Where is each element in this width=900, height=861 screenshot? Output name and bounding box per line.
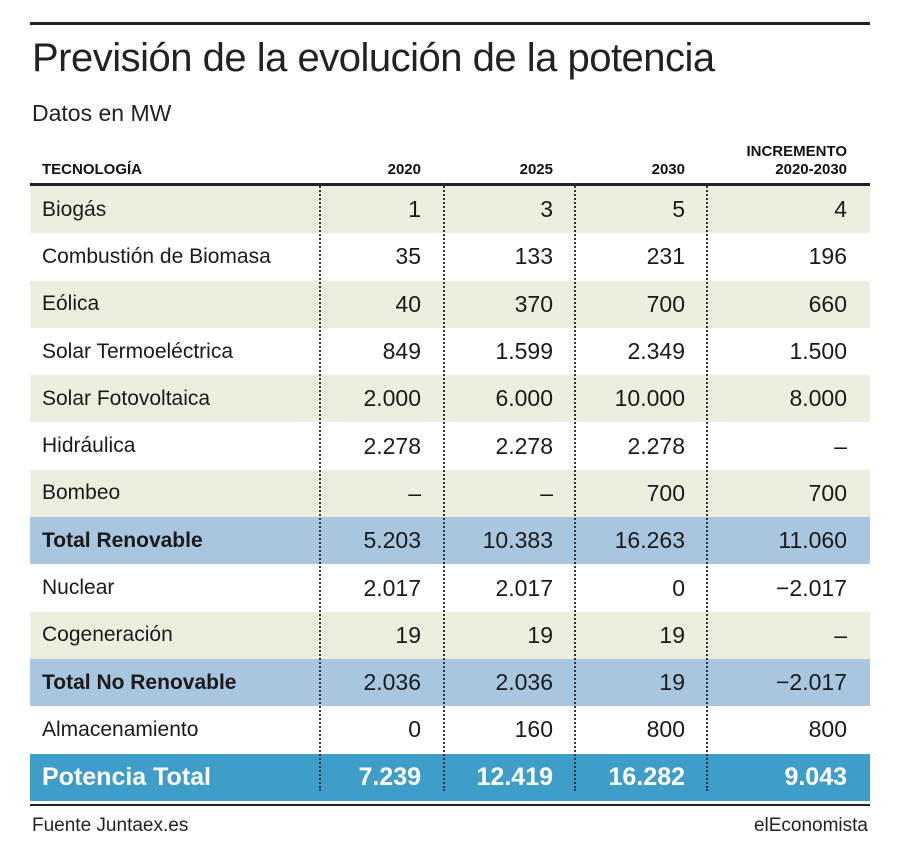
row-technology: Almacenamiento: [42, 717, 199, 741]
table-row: Biogás 1 3 5 4: [30, 186, 870, 234]
cell-2030: 5: [672, 196, 685, 223]
cell-increment: −2.017: [776, 574, 847, 601]
cell-2025: 10.383: [482, 527, 553, 554]
header-2020: 2020: [387, 161, 421, 178]
table-row: Nuclear 2.017 2.017 0 −2.017: [30, 564, 870, 612]
cell-2030: 19: [659, 669, 685, 696]
cell-2030: 231: [646, 243, 685, 270]
row-technology: Solar Termoeléctrica: [42, 339, 234, 363]
top-rule: [30, 22, 870, 25]
data-table: TECNOLOGÍA 2020 2025 2030 INCREMENTO 202…: [30, 135, 870, 801]
cell-2020: 849: [382, 338, 421, 365]
cell-2030: 10.000: [614, 385, 685, 412]
header-technology: TECNOLOGÍA: [42, 161, 142, 178]
cell-increment: 800: [808, 716, 847, 743]
table-row: Cogeneración 19 19 19 –: [30, 611, 870, 659]
cell-2025: 2.036: [495, 669, 553, 696]
cell-2020: 2.017: [363, 574, 421, 601]
table-row: Solar Fotovoltaica 2.000 6.000 10.000 8.000: [30, 375, 870, 423]
column-divider: [574, 183, 576, 791]
row-technology: Eólica: [42, 292, 100, 316]
cell-increment: 196: [808, 243, 847, 270]
cell-2030: 16.263: [614, 527, 685, 554]
cell-increment: 660: [808, 290, 847, 317]
page-subtitle: Datos en MW: [32, 100, 172, 126]
cell-2030: 19: [659, 621, 685, 648]
table-body: Biogás 1 3 5 4 Combustión de Biomasa 35 133 231 1…: [30, 186, 870, 801]
cell-2020: 35: [395, 243, 421, 270]
cell-2025: 12.419: [476, 762, 553, 791]
row-technology: Total Renovable: [42, 528, 203, 552]
cell-2020: 19: [395, 621, 421, 648]
row-technology: Total No Renovable: [42, 670, 237, 694]
cell-2030: 0: [672, 574, 685, 601]
cell-increment: 11.060: [778, 527, 847, 554]
column-divider: [319, 183, 321, 791]
table-row: Potencia Total 7.239 12.419 16.282 9.043: [30, 753, 870, 801]
cell-2025: 2.278: [495, 432, 553, 459]
page-title: Previsión de la evolución de la potencia: [32, 36, 715, 80]
cell-2030: 800: [646, 716, 685, 743]
cell-2020: 40: [395, 290, 421, 317]
cell-2020: 5.203: [363, 527, 421, 554]
table-row: Combustión de Biomasa 35 133 231 196: [30, 233, 870, 281]
cell-increment: 1.500: [789, 338, 847, 365]
cell-increment: –: [834, 432, 847, 459]
cell-increment: 4: [834, 196, 847, 223]
table-row: Total No Renovable 2.036 2.036 19 −2.017: [30, 658, 870, 707]
cell-2020: 0: [408, 716, 421, 743]
header-2030: 2030: [651, 161, 685, 178]
cell-2025: 3: [540, 196, 553, 223]
cell-2030: 700: [646, 479, 685, 506]
row-technology: Potencia Total: [42, 762, 212, 791]
header-2025: 2025: [519, 161, 553, 178]
cell-increment: −2.017: [776, 669, 847, 696]
cell-2025: 2.017: [495, 574, 553, 601]
row-technology: Cogeneración: [42, 623, 173, 647]
column-divider: [443, 183, 445, 791]
row-technology: Nuclear: [42, 576, 115, 600]
table-row: Solar Termoeléctrica 849 1.599 2.349 1.500: [30, 327, 870, 376]
table-row: Total Renovable 5.203 10.383 16.263 11.060: [30, 517, 870, 565]
cell-2020: 7.239: [358, 762, 421, 791]
table-row: Almacenamiento 0 160 800 800: [30, 706, 870, 754]
cell-2020: 1: [408, 196, 421, 223]
cell-2030: 2.278: [627, 432, 685, 459]
brand-name: elEconomista: [753, 815, 868, 836]
header-increment-line2: 2020-2030: [775, 161, 847, 178]
cell-2020: 2.000: [363, 385, 421, 412]
table-row: Hidráulica 2.278 2.278 2.278 –: [30, 422, 870, 470]
cell-2025: 370: [514, 290, 553, 317]
row-technology: Solar Fotovoltaica: [42, 386, 211, 410]
row-technology: Combustión de Biomasa: [42, 244, 271, 268]
column-divider: [706, 183, 708, 791]
cell-2025: 160: [514, 716, 553, 743]
header-increment: INCREMENTO 2020-2030: [711, 143, 847, 179]
cell-2020: 2.278: [363, 432, 421, 459]
cell-2025: 6.000: [495, 385, 553, 412]
cell-2025: 1.599: [495, 338, 553, 365]
cell-2020: 2.036: [363, 669, 421, 696]
cell-2025: –: [540, 479, 553, 506]
cell-2025: 19: [527, 621, 553, 648]
table-row: Bombeo – – 700 700: [30, 469, 870, 518]
cell-2025: 133: [514, 243, 553, 270]
cell-2030: 700: [646, 290, 685, 317]
cell-2030: 2.349: [627, 338, 685, 365]
table-header: TECNOLOGÍA 2020 2025 2030 INCREMENTO 202…: [30, 135, 870, 186]
row-technology: Bombeo: [42, 481, 121, 505]
header-increment-line1: INCREMENTO: [746, 143, 847, 160]
cell-increment: 9.043: [784, 762, 847, 791]
row-technology: Biogás: [42, 197, 107, 221]
row-technology: Hidráulica: [42, 434, 136, 458]
cell-increment: 8.000: [789, 385, 847, 412]
cell-2030: 16.282: [608, 762, 685, 791]
cell-increment: 700: [808, 479, 847, 506]
cell-increment: –: [834, 621, 847, 648]
bottom-rule: [30, 804, 870, 806]
cell-2020: –: [408, 479, 421, 506]
source-note: Fuente Juntaex.es: [32, 815, 189, 836]
table-row: Eólica 40 370 700 660: [30, 280, 870, 328]
